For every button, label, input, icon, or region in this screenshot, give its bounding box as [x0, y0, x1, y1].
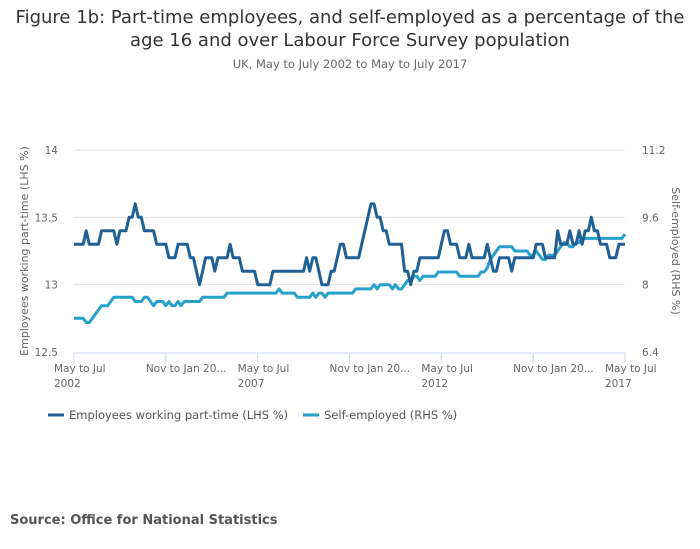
x-tick-label-year: 2012	[421, 378, 448, 390]
x-tick-label: Nov to Jan 20...	[330, 363, 411, 375]
y-left-tick-label: 14	[45, 145, 59, 157]
chart-subtitle: UK, May to July 2002 to May to July 2017	[232, 57, 468, 71]
x-tick-label-year: 2002	[54, 378, 81, 390]
y-left-tick-label: 12.5	[35, 347, 58, 359]
x-tick-label: May to Jul	[54, 363, 106, 375]
x-tick-label: Nov to Jan 20...	[146, 363, 227, 375]
y-left-tick-label: 13.5	[35, 212, 58, 224]
line-chart: 14 13.5 13 12.5 11.2 9.6 8 6.4 May to Jul 2002 N…	[18, 145, 682, 422]
x-tick-label-year: 2007	[238, 378, 265, 390]
series-line-left	[74, 202, 625, 287]
legend-label: Self-employed (RHS %)	[324, 408, 457, 422]
x-tick-label: Nov to Jan 20...	[513, 363, 594, 375]
y-axis-right-label: Self-employed (RHS %)	[669, 187, 682, 314]
x-tick-label: May to Jul	[238, 363, 290, 375]
y-right-tick-label: 6.4	[642, 347, 659, 359]
y-right-tick-label: 9.6	[642, 212, 659, 224]
x-tick-label: May to Jul	[421, 363, 473, 375]
y-axis-left-label: Employees working part-time (LHS %)	[18, 146, 31, 356]
x-tick-label-year: 2017	[605, 378, 632, 390]
y-left-tick-label: 13	[45, 280, 58, 292]
x-tick-label: May to Jul	[605, 363, 657, 375]
y-right-tick-label: 11.2	[642, 145, 665, 157]
source-note: Source: Office for National Statistics	[10, 513, 278, 528]
legend-label: Employees working part-time (LHS %)	[69, 408, 288, 422]
chart-title: Figure 1b: Part-time employees, and self…	[15, 7, 685, 51]
y-right-tick-label: 8	[642, 280, 649, 292]
